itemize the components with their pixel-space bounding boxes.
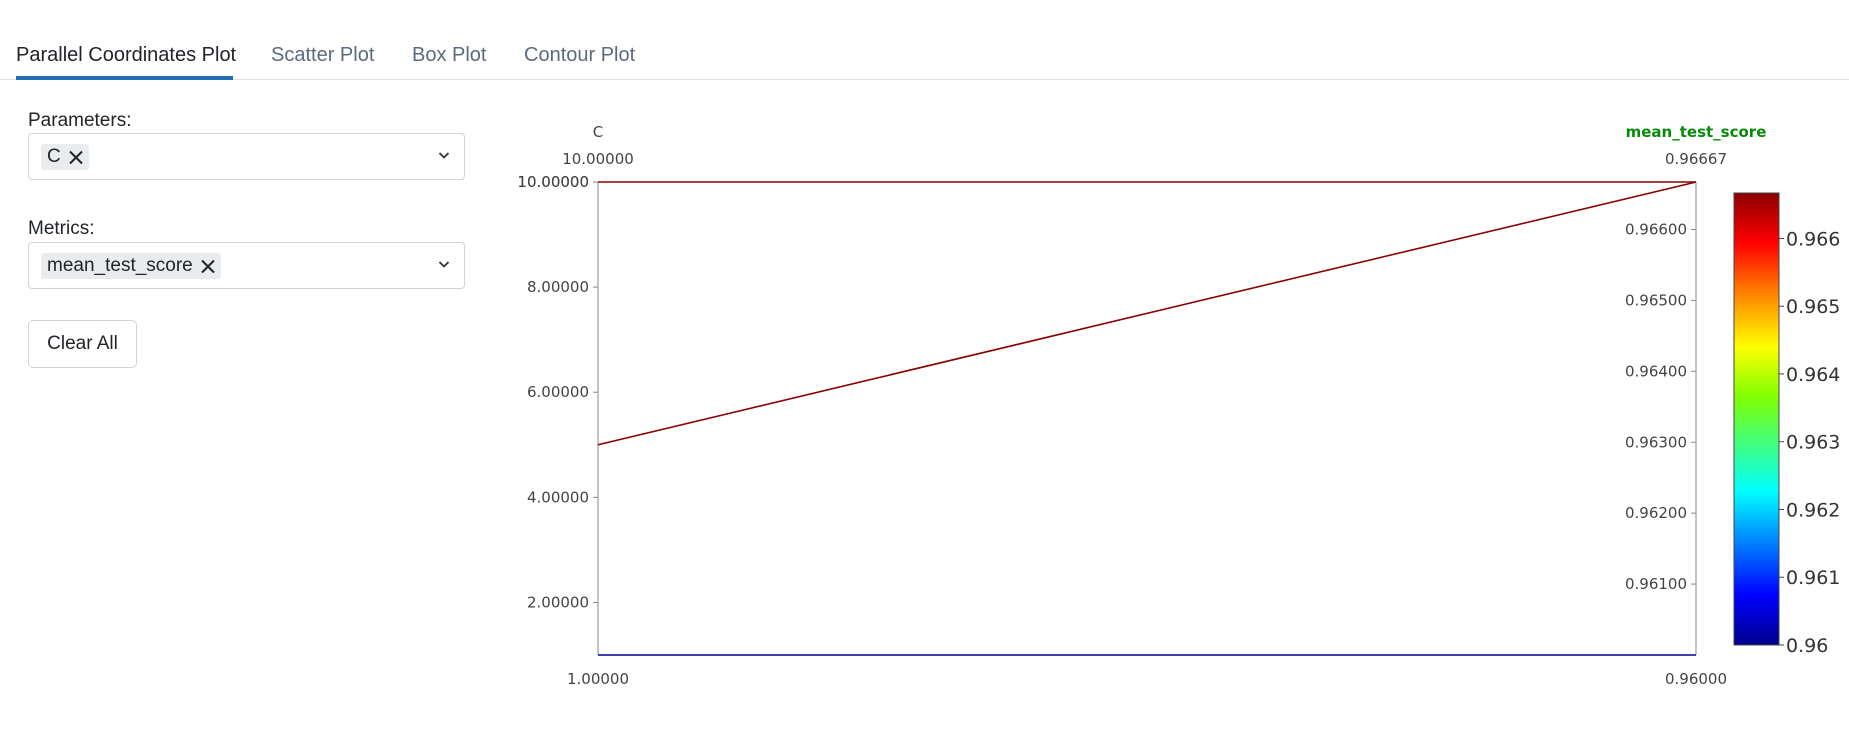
axis-bottom-label: 0.96000 bbox=[1665, 670, 1727, 688]
colorbar-tick-label: 0.962 bbox=[1786, 499, 1840, 521]
parameters-label: Parameters: bbox=[28, 110, 132, 131]
tick-label: 0.96100 bbox=[1625, 575, 1687, 593]
chevron-down-icon[interactable] bbox=[438, 149, 450, 161]
colorbar-tick-label: 0.964 bbox=[1786, 364, 1840, 386]
tick-label: 8.00000 bbox=[527, 278, 589, 296]
tick-label: 6.00000 bbox=[527, 383, 589, 401]
colorbar-tick-label: 0.966 bbox=[1786, 228, 1840, 250]
axis-top-label: 10.00000 bbox=[562, 150, 634, 168]
metrics-label: Metrics: bbox=[28, 218, 95, 239]
tab-contour-plot[interactable]: Contour Plot bbox=[524, 44, 636, 66]
metric-chip-mean-test-score: mean_test_score bbox=[41, 253, 221, 279]
metrics-select[interactable]: mean_test_score bbox=[28, 242, 465, 289]
tab-box-plot[interactable]: Box Plot bbox=[412, 44, 487, 66]
axis-title: mean_test_score bbox=[1626, 123, 1767, 141]
data-line bbox=[597, 181, 1697, 446]
parameters-select[interactable]: C bbox=[28, 133, 465, 180]
tick-label: 10.00000 bbox=[517, 173, 589, 191]
axis-top-label: 0.96667 bbox=[1665, 150, 1727, 168]
tick-label: 0.96400 bbox=[1625, 362, 1687, 380]
tick-label: 10.00000 bbox=[517, 173, 589, 191]
colorbar bbox=[1733, 192, 1780, 646]
axis-title: C bbox=[593, 123, 603, 141]
metric-chip-label: mean_test_score bbox=[47, 255, 193, 276]
tick-label: 0.96500 bbox=[1625, 291, 1687, 309]
tick-label: 0.96300 bbox=[1625, 433, 1687, 451]
tick-label: 0.96600 bbox=[1625, 221, 1687, 239]
tab-bar: Parallel Coordinates Plot Scatter Plot B… bbox=[0, 0, 1849, 80]
clear-all-button[interactable]: Clear All bbox=[28, 320, 137, 368]
colorbar-tick-label: 0.963 bbox=[1786, 432, 1840, 454]
colorbar-tick-label: 0.961 bbox=[1786, 567, 1840, 589]
colorbar-tick-label: 0.965 bbox=[1786, 296, 1840, 318]
tab-scatter-plot[interactable]: Scatter Plot bbox=[271, 44, 375, 66]
tick-label: 2.00000 bbox=[527, 593, 589, 611]
axis-bottom-label: 1.00000 bbox=[567, 670, 629, 688]
parameter-chip-label: C bbox=[47, 146, 61, 167]
tick-label: 0.96200 bbox=[1625, 504, 1687, 522]
parameter-chip-c: C bbox=[41, 144, 89, 170]
chevron-down-icon[interactable] bbox=[438, 258, 450, 270]
tab-parallel-coordinates[interactable]: Parallel Coordinates Plot bbox=[16, 44, 237, 66]
tick-label: 4.00000 bbox=[527, 488, 589, 506]
colorbar-tick-label: 0.96 bbox=[1786, 635, 1828, 657]
active-tab-indicator bbox=[16, 76, 233, 80]
